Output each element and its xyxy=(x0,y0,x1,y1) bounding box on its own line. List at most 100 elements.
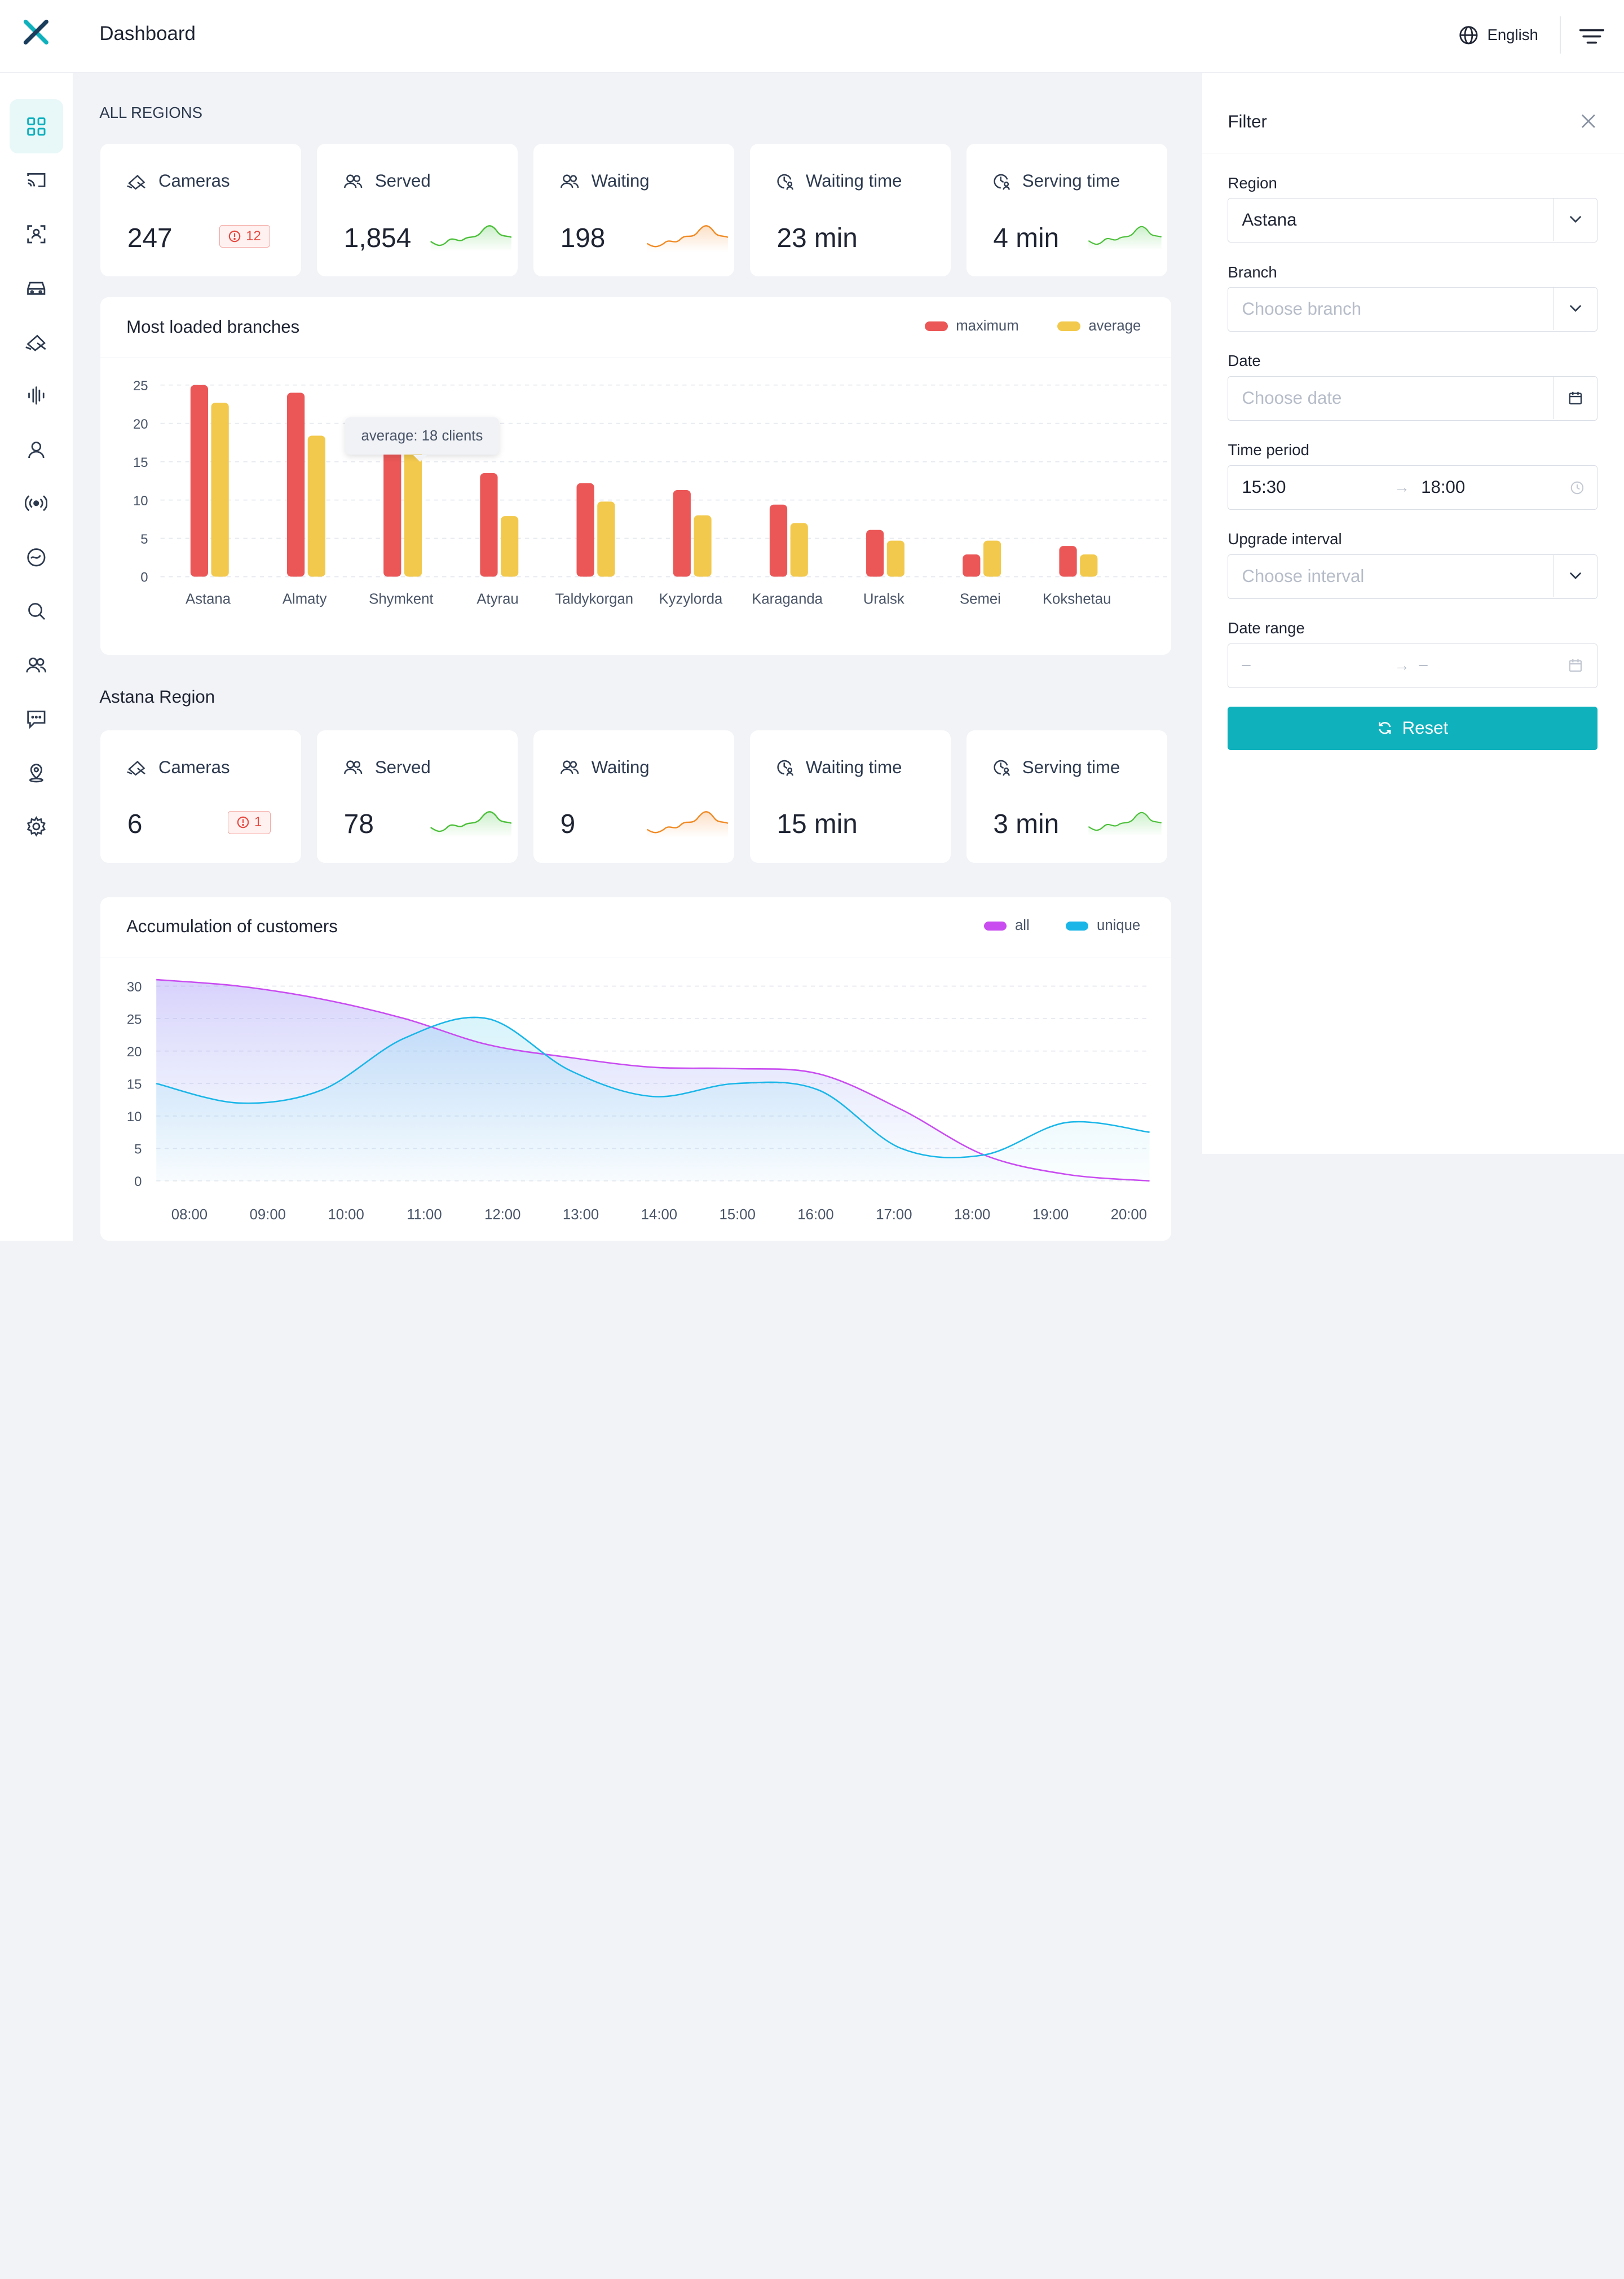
sidebar-item-broadcast[interactable] xyxy=(10,477,64,531)
y-tick-label: 20 xyxy=(133,417,148,432)
stat-card-waiting-time: Waiting time 15 min xyxy=(749,730,951,863)
x-tick-label: Astana xyxy=(186,592,231,607)
x-tick-label: Atyrau xyxy=(477,592,519,607)
section-title-region: Astana Region xyxy=(99,686,215,707)
legend-item-average[interactable]: average xyxy=(1057,318,1141,334)
time-end[interactable]: 18:00 xyxy=(1421,477,1466,497)
clock-user-icon xyxy=(777,174,793,190)
sidebar-item-car[interactable] xyxy=(10,261,64,315)
range-start[interactable]: – xyxy=(1242,655,1251,673)
panel-most-loaded-branches: Most loaded branches maximum average 0 5 1… xyxy=(100,297,1172,655)
panel-header: Accumulation of customers all unique xyxy=(100,897,1172,958)
branch-dropdown-toggle[interactable] xyxy=(1554,287,1597,330)
y-tick-label: 15 xyxy=(133,455,148,470)
stat-label: Cameras xyxy=(125,171,230,191)
time-range-picker[interactable]: 15:30 → 18:00 xyxy=(1228,465,1598,510)
sidebar-item-cameras[interactable] xyxy=(10,315,64,369)
camera-icon xyxy=(127,174,146,189)
bar-average xyxy=(211,403,229,578)
header-divider xyxy=(1560,16,1561,54)
region-select[interactable]: Astana xyxy=(1228,197,1598,243)
legend-item-all[interactable]: all xyxy=(983,918,1030,934)
logo[interactable] xyxy=(23,19,50,46)
stat-value: 198 xyxy=(560,223,606,253)
stat-value: 23 min xyxy=(776,223,858,253)
sidebar-item-users[interactable] xyxy=(10,422,64,477)
x-tick-label: 16:00 xyxy=(798,1207,834,1223)
region-label: Region xyxy=(1228,174,1277,192)
series-line-unique xyxy=(156,1016,1150,1158)
stat-card-serving-time: Serving time 3 min xyxy=(966,730,1167,863)
sidebar-item-search[interactable] xyxy=(10,584,64,638)
language-selector[interactable]: English xyxy=(1458,25,1538,46)
y-tick-label: 0 xyxy=(140,570,148,585)
menu-icon[interactable] xyxy=(1578,27,1605,46)
sidebar-item-analytics[interactable] xyxy=(10,530,64,584)
x-tick-label: 20:00 xyxy=(1111,1207,1147,1223)
x-tick-label: Semei xyxy=(960,592,1001,607)
x-tick-label: Karaganda xyxy=(752,592,823,607)
date-range-picker[interactable]: – → – xyxy=(1228,643,1598,688)
clock-user-icon xyxy=(777,760,793,776)
stat-card-served: Served 78 xyxy=(317,730,518,863)
branch-select[interactable]: Choose branch xyxy=(1228,286,1598,332)
x-tick-label: 08:00 xyxy=(171,1207,208,1223)
stat-value: 15 min xyxy=(776,809,858,840)
legend-swatch xyxy=(1065,921,1089,931)
range-end[interactable]: – xyxy=(1419,655,1428,673)
clock-user-icon xyxy=(994,174,1010,190)
section-title-all-regions: ALL REGIONS xyxy=(99,103,202,121)
stat-card-waiting: Waiting 198 xyxy=(533,144,735,277)
y-tick-label: 5 xyxy=(134,1141,142,1157)
panel-header: Most loaded branches maximum average xyxy=(100,297,1172,359)
panel-accumulation: Accumulation of customers all unique 0 5 1… xyxy=(100,897,1172,1241)
sidebar-item-messages[interactable] xyxy=(10,692,64,746)
x-tick-label: 14:00 xyxy=(641,1207,677,1223)
sidebar-item-locations[interactable] xyxy=(10,746,64,800)
alert-circle-icon xyxy=(228,230,241,243)
alert-badge[interactable]: 12 xyxy=(219,224,270,248)
stat-value: 247 xyxy=(127,223,173,253)
alert-badge[interactable]: 1 xyxy=(228,811,271,834)
bar-maximum xyxy=(1059,546,1077,578)
stat-card-served: Served 1,854 xyxy=(317,144,518,277)
bar-average xyxy=(501,516,519,578)
stat-label: Waiting time xyxy=(775,171,902,191)
sidebar-item-dashboard[interactable] xyxy=(9,99,64,153)
stat-label: Waiting xyxy=(558,757,650,778)
chevron-down-icon xyxy=(1569,215,1582,223)
legend-swatch xyxy=(925,321,948,331)
branch-label: Branch xyxy=(1228,263,1277,281)
date-picker-toggle[interactable] xyxy=(1554,376,1597,419)
branch-placeholder: Choose branch xyxy=(1242,298,1362,319)
reset-button[interactable]: Reset xyxy=(1228,706,1598,750)
x-tick-label: 13:00 xyxy=(563,1207,599,1223)
legend-item-maximum[interactable]: maximum xyxy=(925,318,1019,334)
alert-circle-icon xyxy=(237,817,249,828)
sidebar-item-cast[interactable] xyxy=(10,153,64,208)
region-dropdown-toggle[interactable] xyxy=(1554,198,1597,241)
map-pin-icon xyxy=(29,764,43,783)
audio-wave-icon xyxy=(28,386,45,405)
grid-icon xyxy=(27,117,46,136)
sidebar-item-settings[interactable] xyxy=(10,800,64,854)
time-start[interactable]: 15:30 xyxy=(1242,477,1286,497)
region-value: Astana xyxy=(1242,210,1297,230)
interval-select[interactable]: Choose interval xyxy=(1228,554,1598,599)
stat-label: Serving time xyxy=(991,757,1120,778)
sparkline-orange xyxy=(647,811,729,838)
stat-card-serving-time: Serving time 4 min xyxy=(966,144,1167,277)
legend-item-unique[interactable]: unique xyxy=(1065,918,1140,934)
date-picker[interactable]: Choose date xyxy=(1228,376,1598,421)
y-tick-label: 15 xyxy=(127,1077,142,1092)
close-icon[interactable] xyxy=(1581,114,1596,129)
interval-dropdown-toggle[interactable] xyxy=(1554,554,1597,597)
sparkline-green xyxy=(1088,812,1162,836)
sidebar-item-audio[interactable] xyxy=(10,369,64,423)
sidebar-item-groups[interactable] xyxy=(10,638,64,692)
sidebar-item-face-scan[interactable] xyxy=(10,207,64,261)
x-tick-label: Taldykorgan xyxy=(555,592,634,607)
bar-maximum xyxy=(866,530,884,578)
y-tick-label: 25 xyxy=(133,378,148,394)
stat-value: 78 xyxy=(343,809,374,840)
